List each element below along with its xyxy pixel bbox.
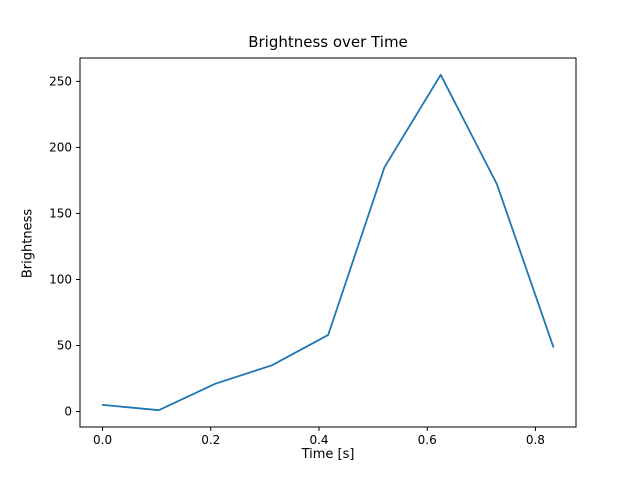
- axes-frame: [79, 57, 577, 428]
- x-tick-label: 0.4: [309, 433, 328, 447]
- chart-title: Brightness over Time: [248, 33, 408, 51]
- y-tick-label: 50: [57, 339, 72, 353]
- x-tick-label: 0.6: [418, 433, 437, 447]
- y-axis-label: Brightness: [20, 208, 36, 279]
- y-tick-label: 0: [64, 405, 72, 419]
- x-tick-label: 0.2: [201, 433, 220, 447]
- y-tick-label: 200: [49, 140, 72, 154]
- x-axis-label: Time [s]: [301, 447, 355, 462]
- x-tick-label: 0.8: [526, 433, 545, 447]
- brightness-line-series: [101, 73, 555, 412]
- y-tick-label: 150: [49, 206, 72, 220]
- x-tick-label: 0.0: [93, 433, 112, 447]
- y-tick-label: 250: [49, 74, 72, 88]
- y-tick-label: 100: [49, 272, 72, 286]
